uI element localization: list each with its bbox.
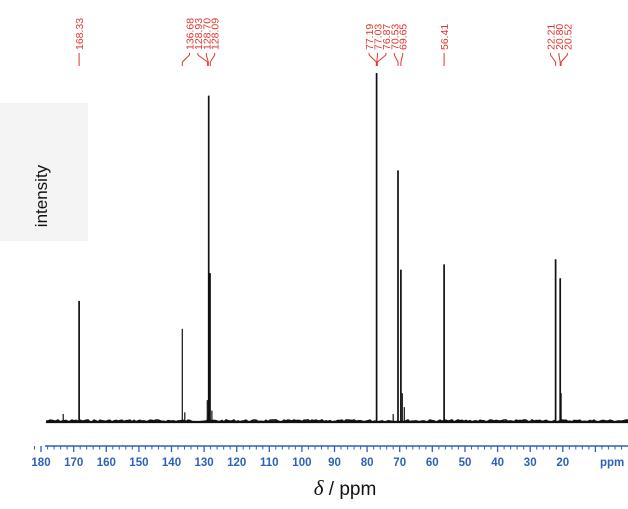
x-tick-label: 50 bbox=[459, 457, 472, 469]
peak-label-connector bbox=[197, 54, 208, 63]
x-tick-label: 40 bbox=[491, 457, 504, 469]
x-tick-label: 90 bbox=[328, 457, 341, 469]
x-tick-label: 110 bbox=[260, 457, 279, 469]
y-axis-label-background bbox=[0, 103, 88, 241]
x-axis-unit-label: ppm bbox=[600, 457, 624, 469]
x-tick-label: 130 bbox=[195, 457, 214, 469]
x-tick-label: 70 bbox=[393, 457, 406, 469]
peak-label-connector bbox=[181, 54, 190, 63]
x-tick-label: 170 bbox=[64, 457, 83, 469]
peak-label: 128.70 bbox=[201, 18, 213, 50]
x-tick-label: 80 bbox=[361, 457, 374, 469]
x-tick-label: 60 bbox=[426, 457, 439, 469]
x-tick-label: 160 bbox=[97, 457, 116, 469]
peak-label: 22.21 bbox=[546, 24, 558, 50]
x-tick-label: 120 bbox=[227, 457, 246, 469]
peak-label: 69.65 bbox=[398, 24, 410, 50]
x-tick-label: 140 bbox=[162, 457, 181, 469]
peak-label: 77.03 bbox=[373, 24, 385, 50]
x-axis: 180 170 160 150 140 130 120 110 100 90 80 70 60 50 40 3… bbox=[31, 445, 628, 469]
x-tick-label: 20 bbox=[556, 457, 569, 469]
x-axis-label-symbol: δ bbox=[313, 476, 324, 500]
peak-label-connector bbox=[400, 54, 404, 63]
peak-label-connector bbox=[560, 54, 568, 63]
peak-label: 70.53 bbox=[389, 24, 401, 50]
peak-label-connector bbox=[558, 54, 561, 63]
peak-label-connector bbox=[205, 54, 209, 63]
x-tick-label: 150 bbox=[129, 457, 148, 469]
peak-label: 77.19 bbox=[364, 24, 376, 50]
peak-label: 128.93 bbox=[193, 18, 205, 50]
peak-label: 76.87 bbox=[381, 24, 393, 50]
peak-label-connector bbox=[376, 54, 387, 63]
peak-label-connector bbox=[393, 54, 399, 63]
x-tick-label: 180 bbox=[31, 457, 50, 469]
peak-label: 128.09 bbox=[210, 18, 222, 50]
x-tick-label: 30 bbox=[524, 457, 537, 469]
peak-label-connector bbox=[368, 54, 377, 63]
x-axis-label-unit: / ppm bbox=[323, 479, 377, 500]
peak-label: 20.80 bbox=[554, 24, 566, 50]
peak-label: 56.41 bbox=[439, 24, 451, 50]
peak-label: 20.52 bbox=[562, 24, 574, 50]
spectrum-trace-layer bbox=[45, 73, 628, 424]
peak-label-connector bbox=[550, 54, 557, 63]
peak-label-connector bbox=[376, 54, 378, 63]
peak-label: 168.33 bbox=[74, 18, 86, 50]
peak-label: 136.68 bbox=[185, 18, 197, 50]
peak-label-connector bbox=[209, 54, 216, 63]
x-tick-label: 100 bbox=[292, 457, 311, 469]
x-axis-label: δ / ppm bbox=[314, 476, 377, 501]
